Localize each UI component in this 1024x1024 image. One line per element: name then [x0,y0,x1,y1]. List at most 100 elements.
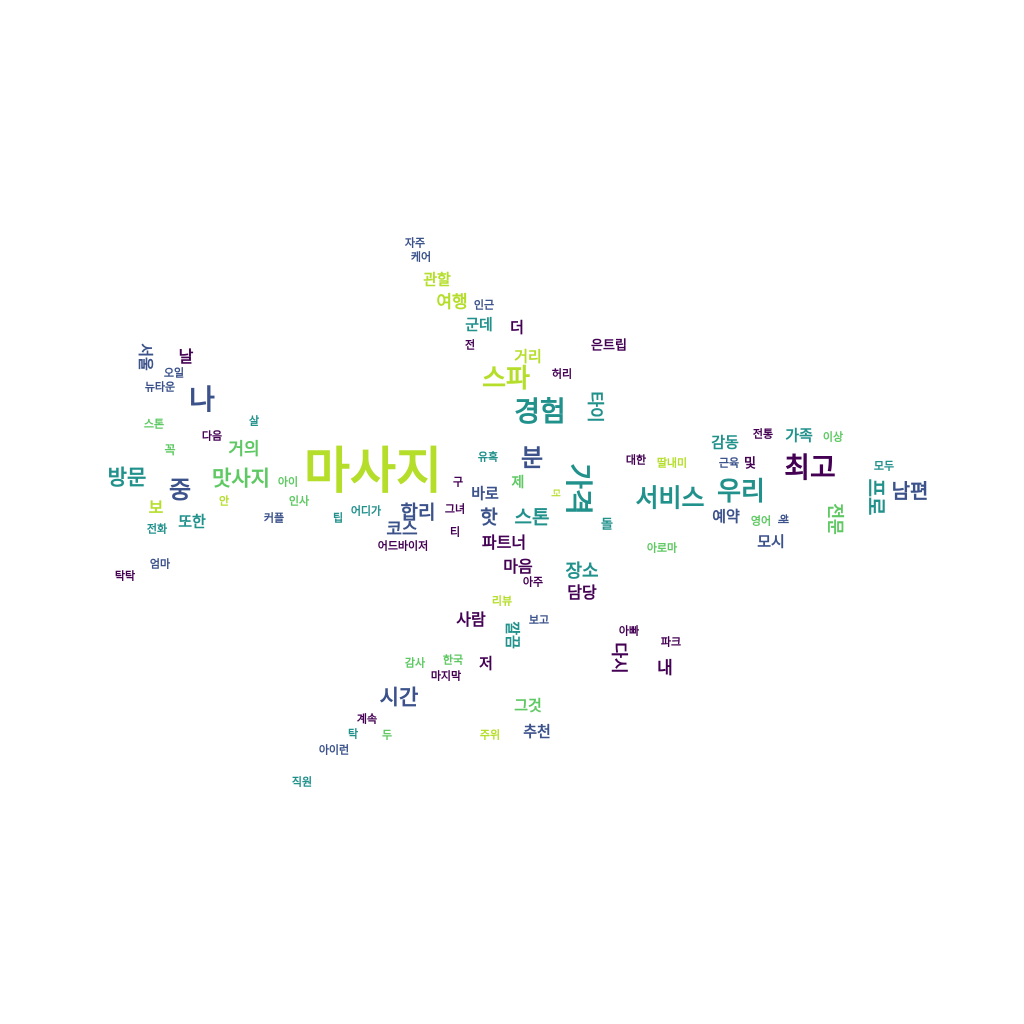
cloud-word: 바로 [471,484,499,503]
cloud-word: 스파 [482,364,530,394]
cloud-word: 방문 [107,465,147,490]
cloud-word: 남편 [891,479,929,503]
cloud-word: 맛사지 [212,466,270,491]
cloud-word: 전 [464,338,476,352]
cloud-word: 케어 [410,250,432,264]
cloud-word: 프로 [864,478,888,516]
cloud-word: 거의 [228,439,260,460]
cloud-word: 제 [511,475,525,491]
cloud-word: 엄마 [149,557,171,571]
cloud-word: 직원 [291,775,313,789]
cloud-word: 자주 [404,236,426,250]
cloud-word: 전통 [752,427,774,441]
cloud-word: 아이 [277,475,299,489]
cloud-word: 다시 [608,642,629,674]
cloud-word: 및 [744,456,756,472]
cloud-word: 이상 [822,430,844,444]
cloud-word: 아이런 [318,743,350,757]
cloud-word: 안 [218,494,230,508]
cloud-word: 나 [189,383,215,416]
cloud-word: 경험 [514,395,566,428]
cloud-word: 마사지 [304,442,442,500]
cloud-word: 계속 [356,712,378,726]
cloud-word: 영어 [750,514,772,528]
cloud-word: 꼭 [164,443,176,457]
cloud-word: 리뷰 [491,594,513,608]
cloud-word: 보고 [528,613,550,627]
cloud-word: 뉴타운 [144,380,176,394]
cloud-word: 다음 [201,429,223,443]
cloud-word: 딸내미 [656,456,688,470]
cloud-word: 어디가 [350,504,382,518]
cloud-word: 관할 [423,270,451,289]
cloud-word: 인사 [288,494,310,508]
cloud-word: 아빠 [618,624,640,638]
cloud-word: 은트립 [591,338,627,354]
cloud-word: 오일 [163,366,185,380]
cloud-word: 저 [479,654,493,673]
cloud-word: 그녀 [444,502,466,516]
cloud-word: 중 [168,476,192,504]
cloud-word: 타이 [584,391,605,423]
cloud-word: 탁탁 [114,569,136,583]
cloud-word: 전문 [824,503,845,535]
cloud-word: 우리 [717,477,765,507]
cloud-word: 파크 [660,635,682,649]
cloud-word: 한국 [442,653,464,667]
cloud-word: 서비스 [635,483,705,513]
cloud-word: 장소 [565,561,599,582]
cloud-word: 마음 [503,557,533,576]
cloud-word: 최고 [784,451,836,484]
cloud-word: 가족 [785,426,813,445]
cloud-word: 커플 [263,511,285,525]
cloud-word: 스톤 [514,506,550,529]
cloud-word: 감사 [404,656,426,670]
cloud-word: 탁 [347,727,359,741]
cloud-word: 살 [248,414,260,428]
cloud-word: 마지막 [430,669,462,683]
cloud-word: 군데 [465,315,493,334]
cloud-word: 전화 [146,522,168,536]
cloud-word: 티 [449,525,461,539]
cloud-word: 허리 [551,367,573,381]
cloud-word: 더 [549,488,560,498]
cloud-word: 보 [148,498,164,517]
cloud-word: 합리 [400,501,436,524]
cloud-word: 분 [520,444,544,472]
cloud-word: 날 [178,347,194,366]
cloud-word: 유혹 [477,450,499,464]
cloud-word: 두 [381,728,393,742]
cloud-word: 시간 [379,685,419,710]
cloud-word: 담당 [567,583,597,602]
cloud-word: 해 [776,513,790,525]
cloud-word: 내 [657,658,673,679]
cloud-word: 사람 [456,610,486,629]
cloud-word: 더 [510,318,524,337]
cloud-word: 인근 [473,298,495,312]
cloud-word: 서울 [136,343,155,371]
cloud-word: 아로마 [646,541,678,555]
cloud-word: 핫 [480,506,498,529]
cloud-word: 깔끔 [503,621,522,649]
cloud-word: 가격 [562,463,595,515]
cloud-word: 감동 [711,433,739,452]
cloud-word: 모시 [757,532,785,551]
cloud-word: 코스 [386,519,418,540]
cloud-word: 파트너 [481,533,527,552]
cloud-word: 어드바이저 [377,539,429,553]
cloud-word: 아주 [522,575,544,589]
cloud-word: 구 [452,475,464,489]
cloud-word: 팁 [332,511,344,525]
cloud-word: 그것 [514,696,542,715]
cloud-word: 여행 [436,292,468,313]
cloud-word: 또한 [178,512,206,531]
cloud-word: 모두 [873,459,895,473]
cloud-word: 예약 [712,507,740,526]
cloud-word: 추천 [523,722,551,741]
cloud-word: 거리 [514,347,542,366]
cloud-word: 돌 [601,517,613,533]
cloud-word: 대한 [625,453,647,467]
cloud-word: 주위 [479,728,501,742]
cloud-word: 스톤 [143,417,165,431]
